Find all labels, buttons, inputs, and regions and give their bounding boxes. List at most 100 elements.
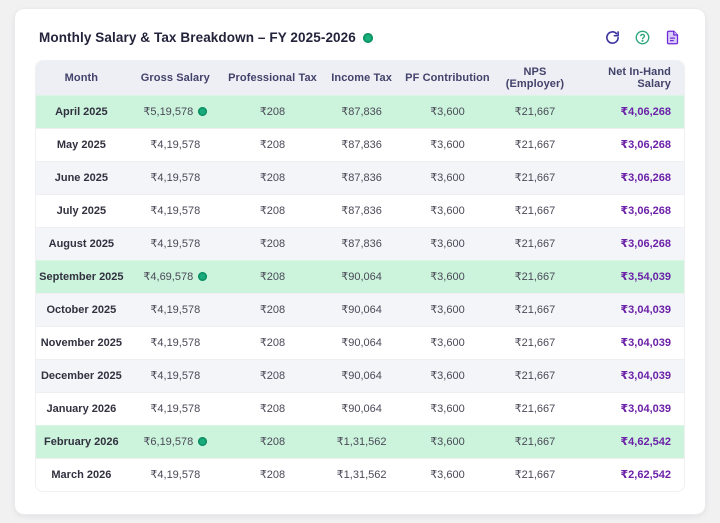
cell-nps-employer: ₹21,667: [492, 424, 578, 458]
salary-breakdown-card: Monthly Salary & Tax Breakdown – FY 2025…: [14, 8, 706, 515]
cell-pf-contribution: ₹3,600: [402, 457, 493, 491]
cell-net-in-hand: ₹3,04,039: [577, 325, 684, 359]
cell-gross-salary: ₹4,19,578: [126, 391, 224, 425]
cell-nps-employer: ₹21,667: [492, 391, 578, 425]
cell-pf-contribution: ₹3,600: [402, 94, 493, 128]
column-header-nps-employer: NPS (Employer): [492, 61, 578, 95]
cell-nps-employer: ₹21,667: [492, 226, 578, 260]
cell-professional-tax: ₹208: [223, 160, 322, 194]
cell-professional-tax: ₹208: [223, 94, 322, 128]
cell-net-in-hand: ₹3,06,268: [577, 160, 684, 194]
cell-pf-contribution: ₹3,600: [402, 325, 493, 359]
cell-professional-tax: ₹208: [223, 391, 322, 425]
table-row: July 2025 ₹4,19,578 ₹208 ₹87,836 ₹3,600 …: [36, 193, 684, 227]
cell-net-in-hand: ₹3,54,039: [577, 259, 684, 293]
cell-pf-contribution: ₹3,600: [402, 193, 493, 227]
table-row: April 2025 ₹5,19,578 ₹208 ₹87,836 ₹3,600…: [36, 94, 684, 128]
cell-pf-contribution: ₹3,600: [402, 358, 493, 392]
cell-month: November 2025: [36, 325, 127, 359]
cell-professional-tax: ₹208: [223, 325, 322, 359]
cell-net-in-hand: ₹4,06,268: [577, 94, 684, 128]
cell-pf-contribution: ₹3,600: [402, 391, 493, 425]
cell-net-in-hand: ₹3,06,268: [577, 127, 684, 161]
cell-income-tax: ₹87,836: [321, 226, 403, 260]
cell-gross-salary: ₹4,69,578: [126, 259, 224, 293]
column-header-gross-salary: Gross Salary: [126, 61, 224, 95]
cell-income-tax: ₹1,31,562: [321, 424, 403, 458]
table-row: March 2026 ₹4,19,578 ₹208 ₹1,31,562 ₹3,6…: [36, 457, 684, 491]
cell-income-tax: ₹90,064: [321, 358, 403, 392]
cell-month: April 2025: [36, 94, 127, 128]
cell-pf-contribution: ₹3,600: [402, 160, 493, 194]
cell-gross-salary: ₹4,19,578: [126, 160, 224, 194]
cell-professional-tax: ₹208: [223, 457, 322, 491]
cell-month: August 2025: [36, 226, 127, 260]
cell-month: February 2026: [36, 424, 127, 458]
cell-gross-salary: ₹4,19,578: [126, 292, 224, 326]
column-header-income-tax: Income Tax: [321, 61, 403, 95]
cell-professional-tax: ₹208: [223, 193, 322, 227]
cell-gross-salary: ₹4,19,578: [126, 127, 224, 161]
cell-professional-tax: ₹208: [223, 226, 322, 260]
cell-nps-employer: ₹21,667: [492, 325, 578, 359]
bonus-indicator-icon[interactable]: [198, 107, 208, 116]
refresh-icon: [605, 30, 620, 45]
cell-professional-tax: ₹208: [223, 292, 322, 326]
table-row: January 2026 ₹4,19,578 ₹208 ₹90,064 ₹3,6…: [36, 391, 684, 425]
cell-income-tax: ₹1,31,562: [321, 457, 403, 491]
cell-pf-contribution: ₹3,600: [402, 292, 493, 326]
cell-gross-salary: ₹4,19,578: [126, 358, 224, 392]
refresh-button[interactable]: [604, 29, 621, 46]
cell-professional-tax: ₹208: [223, 259, 322, 293]
cell-month: September 2025: [36, 259, 127, 293]
cell-income-tax: ₹90,064: [321, 292, 403, 326]
cell-nps-employer: ₹21,667: [492, 127, 578, 161]
cell-nps-employer: ₹21,667: [492, 160, 578, 194]
cell-nps-employer: ₹21,667: [492, 259, 578, 293]
page-title: Monthly Salary & Tax Breakdown – FY 2025…: [39, 30, 356, 45]
cell-net-in-hand: ₹3,04,039: [577, 391, 684, 425]
column-header-pf-contribution: PF Contribution: [402, 61, 493, 95]
cell-pf-contribution: ₹3,600: [402, 127, 493, 161]
bonus-indicator-icon[interactable]: [198, 437, 208, 446]
cell-gross-salary: ₹4,19,578: [126, 325, 224, 359]
cell-income-tax: ₹90,064: [321, 325, 403, 359]
report-button[interactable]: [664, 29, 681, 46]
cell-gross-salary: ₹6,19,578: [126, 424, 224, 458]
cell-professional-tax: ₹208: [223, 424, 322, 458]
column-header-professional-tax: Professional Tax: [223, 61, 322, 95]
cell-month: June 2025: [36, 160, 127, 194]
cell-net-in-hand: ₹3,04,039: [577, 292, 684, 326]
table-row: October 2025 ₹4,19,578 ₹208 ₹90,064 ₹3,6…: [36, 292, 684, 326]
cell-gross-salary: ₹5,19,578: [126, 94, 224, 128]
cell-nps-employer: ₹21,667: [492, 457, 578, 491]
cell-income-tax: ₹87,836: [321, 94, 403, 128]
cell-professional-tax: ₹208: [223, 358, 322, 392]
table-header-row: Month Gross Salary Professional Tax Inco…: [36, 61, 684, 95]
salary-table-container: Month Gross Salary Professional Tax Inco…: [35, 60, 685, 492]
cell-net-in-hand: ₹3,04,039: [577, 358, 684, 392]
column-header-month: Month: [36, 61, 127, 95]
live-indicator-icon: [362, 32, 373, 43]
cell-income-tax: ₹87,836: [321, 160, 403, 194]
help-button[interactable]: [634, 29, 651, 46]
cell-pf-contribution: ₹3,600: [402, 424, 493, 458]
cell-gross-salary: ₹4,19,578: [126, 226, 224, 260]
cell-net-in-hand: ₹3,06,268: [577, 193, 684, 227]
cell-month: October 2025: [36, 292, 127, 326]
cell-gross-salary: ₹4,19,578: [126, 457, 224, 491]
cell-net-in-hand: ₹3,06,268: [577, 226, 684, 260]
table-body: April 2025 ₹5,19,578 ₹208 ₹87,836 ₹3,600…: [36, 94, 684, 491]
cell-month: July 2025: [36, 193, 127, 227]
cell-month: March 2026: [36, 457, 127, 491]
document-icon: [665, 30, 680, 45]
cell-month: January 2026: [36, 391, 127, 425]
help-circle-icon: [635, 30, 650, 45]
table-row: November 2025 ₹4,19,578 ₹208 ₹90,064 ₹3,…: [36, 325, 684, 359]
cell-nps-employer: ₹21,667: [492, 358, 578, 392]
bonus-indicator-icon[interactable]: [198, 272, 208, 281]
cell-professional-tax: ₹208: [223, 127, 322, 161]
column-header-net-in-hand: Net In-Hand Salary: [577, 61, 684, 95]
header-actions: [604, 29, 681, 46]
